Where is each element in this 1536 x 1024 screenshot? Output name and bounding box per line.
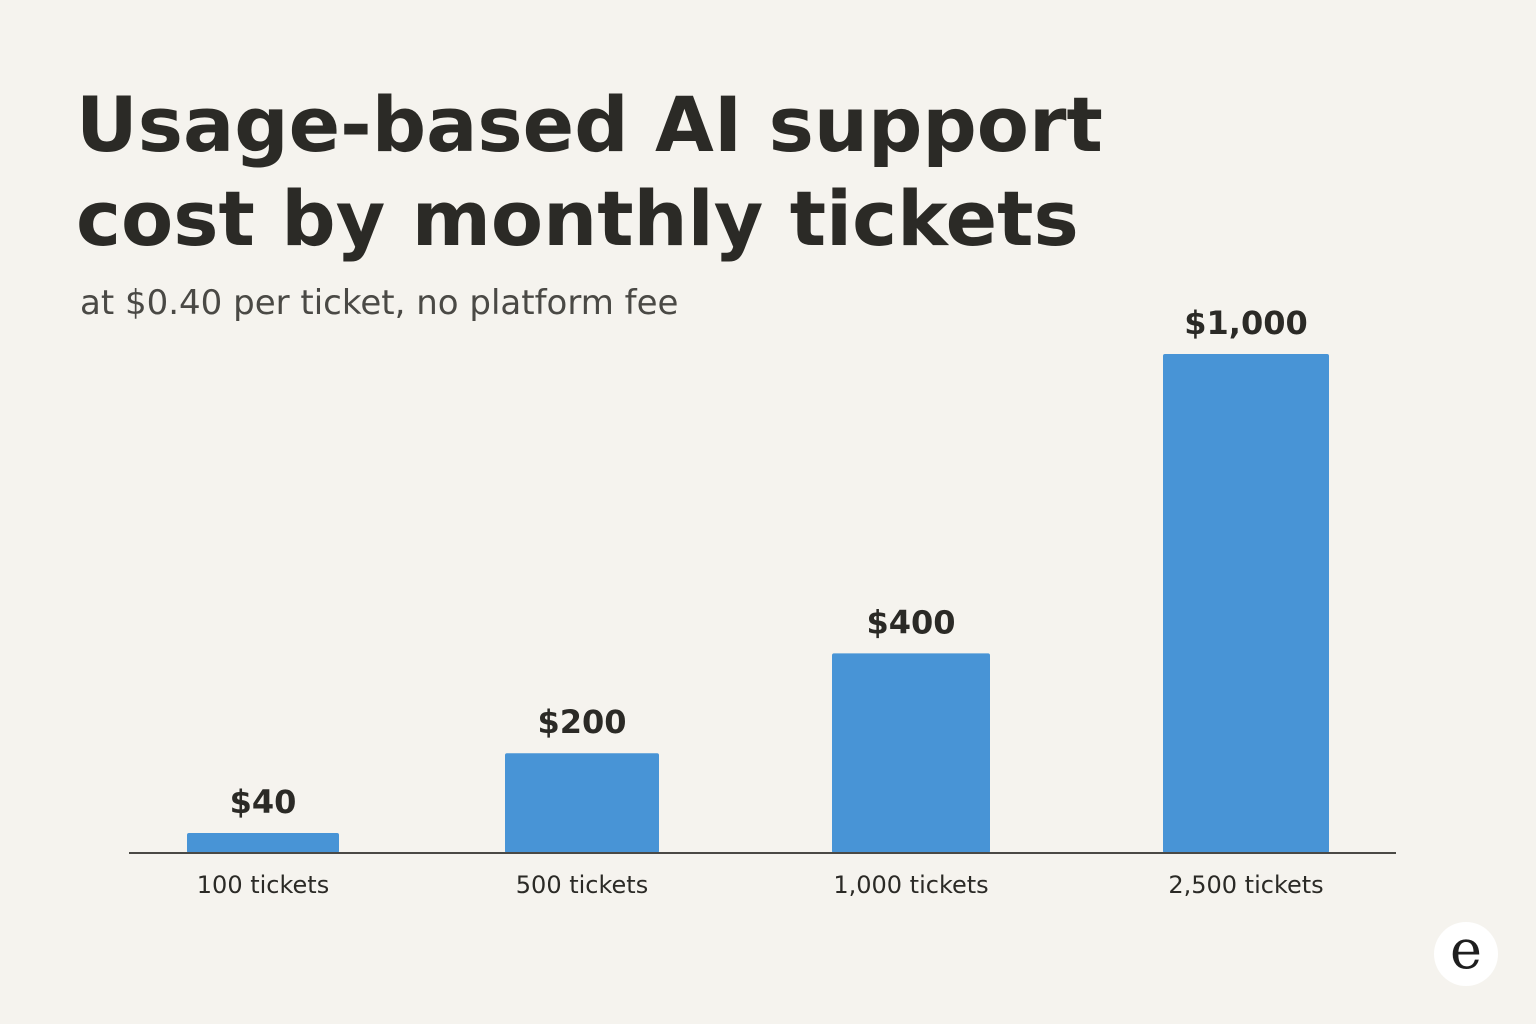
data-label-3: $400 <box>866 603 955 641</box>
bar-2 <box>505 753 659 853</box>
x-tick-label-2: 500 tickets <box>516 871 648 899</box>
x-tick-label-3: 1,000 tickets <box>833 871 988 899</box>
data-label-4: $1,000 <box>1184 304 1307 342</box>
chart-title: Usage-based AI support cost by monthly ti… <box>76 78 1176 266</box>
labels-group: $40 100 tickets $200 500 tickets $400 1,000 t… <box>197 304 1324 899</box>
bar-1 <box>187 833 339 853</box>
brand-logo-letter: e <box>1450 918 1482 981</box>
x-tick-label-1: 100 tickets <box>197 871 329 899</box>
data-label-1: $40 <box>230 783 297 821</box>
chart-title-line-1: Usage-based AI support <box>76 80 1103 169</box>
bar-4 <box>1163 354 1329 853</box>
bars-group <box>187 354 1329 853</box>
chart-title-line-2: cost by monthly tickets <box>76 174 1079 263</box>
chart-subtitle: at $0.40 per ticket, no platform fee <box>80 283 679 323</box>
bar-3 <box>832 653 990 853</box>
data-label-2: $200 <box>537 703 626 741</box>
brand-logo: e <box>1434 922 1498 986</box>
x-tick-label-4: 2,500 tickets <box>1168 871 1323 899</box>
